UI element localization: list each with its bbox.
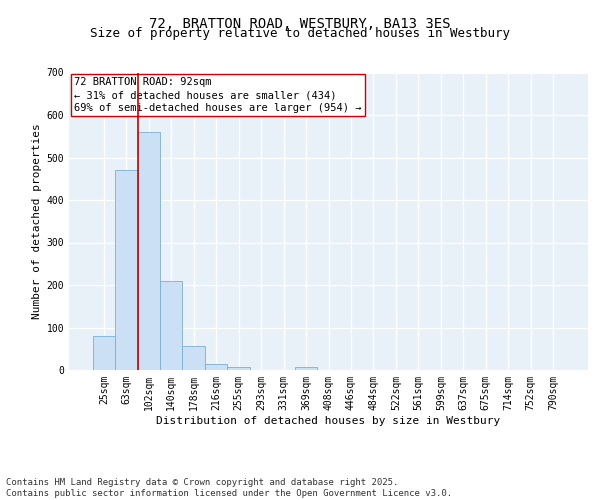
Text: Contains HM Land Registry data © Crown copyright and database right 2025.
Contai: Contains HM Land Registry data © Crown c… xyxy=(6,478,452,498)
Bar xyxy=(182,346,205,370)
Bar xyxy=(205,364,227,370)
Bar xyxy=(295,367,317,370)
Bar xyxy=(160,281,182,370)
Y-axis label: Number of detached properties: Number of detached properties xyxy=(32,124,43,319)
Text: 72 BRATTON ROAD: 92sqm
← 31% of detached houses are smaller (434)
69% of semi-de: 72 BRATTON ROAD: 92sqm ← 31% of detached… xyxy=(74,77,362,114)
Text: Size of property relative to detached houses in Westbury: Size of property relative to detached ho… xyxy=(90,28,510,40)
Text: 72, BRATTON ROAD, WESTBURY, BA13 3ES: 72, BRATTON ROAD, WESTBURY, BA13 3ES xyxy=(149,18,451,32)
X-axis label: Distribution of detached houses by size in Westbury: Distribution of detached houses by size … xyxy=(157,416,500,426)
Bar xyxy=(227,367,250,370)
Bar xyxy=(115,170,137,370)
Bar xyxy=(92,336,115,370)
Bar xyxy=(137,132,160,370)
